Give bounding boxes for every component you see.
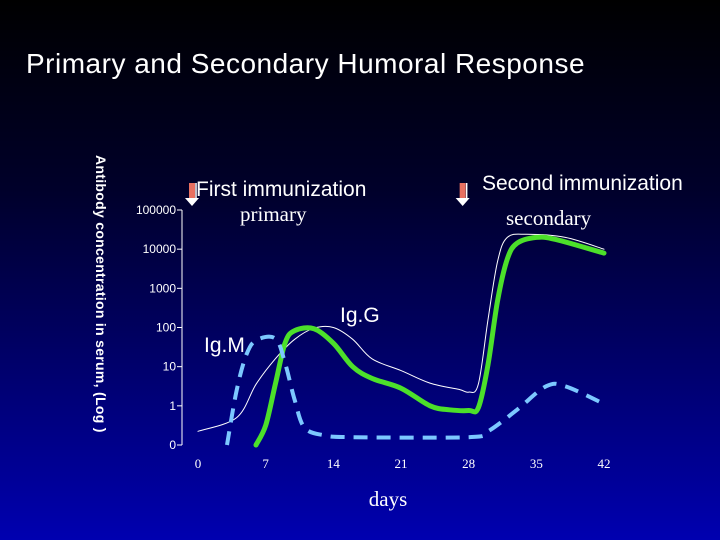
immunization-arrow-icon	[455, 183, 470, 206]
immunization-arrows	[185, 183, 470, 206]
annotation-ig-g: Ig.G	[340, 304, 380, 327]
series-line-total	[197, 233, 605, 432]
annotation-primary: primary	[240, 202, 307, 226]
y-tick-label: 0	[169, 438, 176, 452]
x-axis-label: days	[369, 487, 408, 511]
chart-title: Primary and Secondary Humoral Response	[26, 48, 586, 79]
y-tick-label: 100	[156, 321, 176, 335]
annotation-second-immunization: Second immunization	[482, 172, 683, 195]
series-layer	[197, 233, 607, 448]
y-tick-label: 10	[163, 360, 177, 374]
annotation-first-immunization: First immunization	[196, 178, 366, 201]
series-line-ig-g	[253, 234, 607, 448]
y-tick-label: 1	[169, 399, 176, 413]
y-axis-label: Antibody concentration in serum, (Log )	[93, 155, 109, 433]
x-tick-label: 28	[462, 456, 475, 471]
x-tick-label: 14	[327, 456, 341, 471]
y-tick-label: 10000	[143, 242, 177, 256]
y-tick-label: 100000	[136, 203, 176, 217]
x-tick-label: 42	[598, 456, 611, 471]
x-tick-label: 21	[395, 456, 408, 471]
x-tick-label: 35	[530, 456, 543, 471]
axes: 0 1 10 100 1000 10000 100000 0 7 14 21 28 35 42	[136, 203, 611, 471]
x-tick-label: 7	[262, 456, 269, 471]
annotation-secondary: secondary	[506, 206, 592, 230]
x-tick-label: 0	[195, 456, 202, 471]
annotation-ig-m: Ig.M	[204, 334, 245, 357]
series-line-ig-m	[225, 334, 605, 446]
y-tick-label: 1000	[149, 281, 176, 295]
immunization-arrow-icon	[185, 183, 199, 206]
